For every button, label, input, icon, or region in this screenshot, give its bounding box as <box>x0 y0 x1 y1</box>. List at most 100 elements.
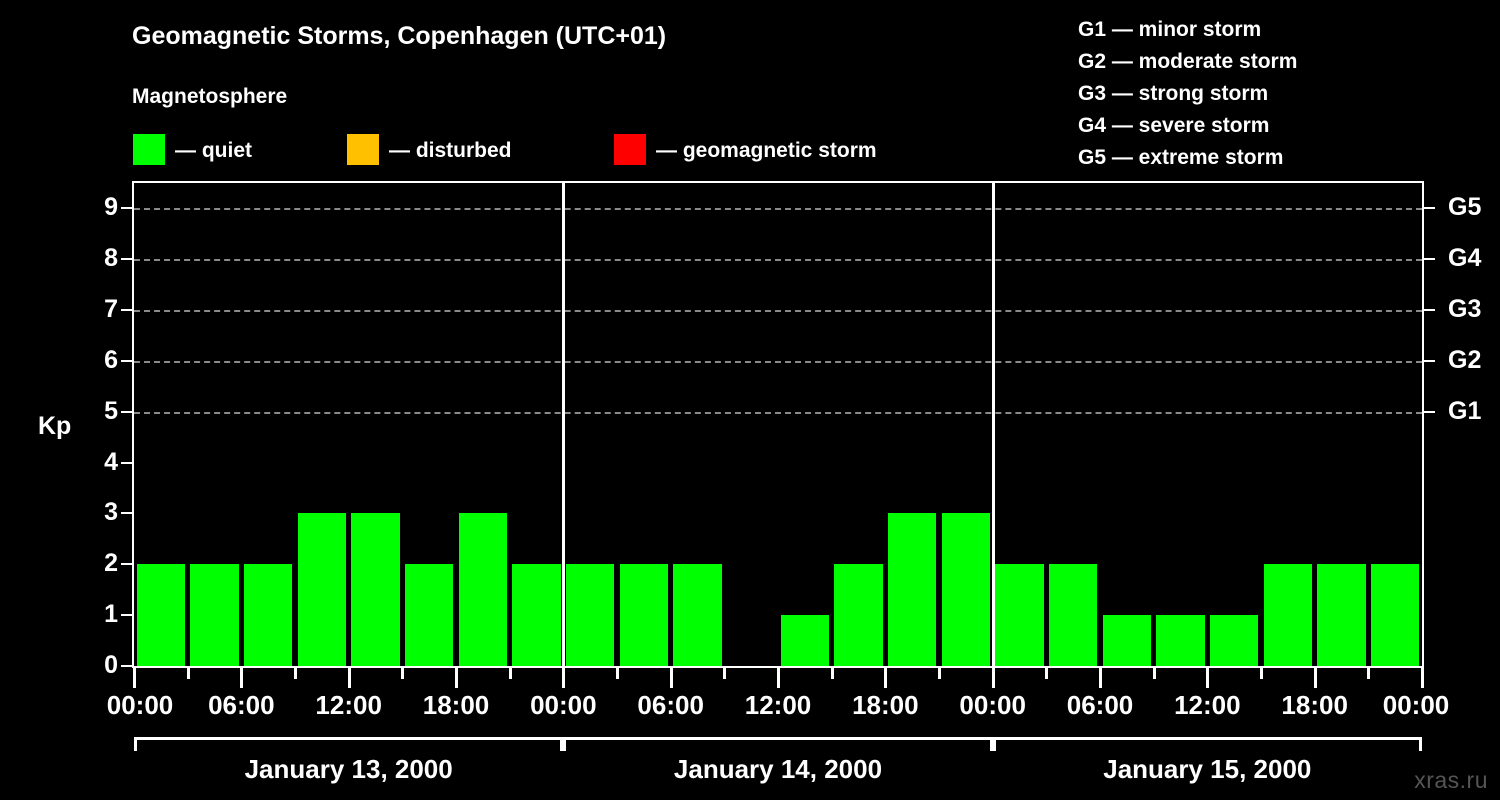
plot-frame <box>132 181 1424 668</box>
g-tick-mark-g3 <box>1424 309 1435 312</box>
x-tick-label-8: 00:00 <box>959 690 1026 720</box>
x-tick-mark-30h <box>669 668 673 688</box>
bar[interactable] <box>673 564 722 666</box>
bar[interactable] <box>1370 564 1420 666</box>
x-tick-mark-6h <box>240 668 244 688</box>
legend-swatch-disturbed <box>347 133 379 165</box>
day-bracket <box>563 737 993 751</box>
legend-label-geomagnetic-storm: — geomagnetic storm <box>656 138 877 162</box>
x-tick-label-7: 18:00 <box>852 690 919 720</box>
g-tick-mark-g2 <box>1424 359 1435 362</box>
y-tick-label-5: 5 <box>104 396 118 425</box>
y-tick-mark-4 <box>121 461 132 464</box>
legend-entry-quiet: — quiet <box>133 133 252 165</box>
x-tick-mark-54h <box>1099 668 1102 688</box>
x-tick-mark-72h <box>1421 668 1424 688</box>
x-tick-label-0: 00:00 <box>106 690 174 720</box>
gridline-kp-7 <box>134 310 1422 313</box>
x-tick-label-6: 12:00 <box>744 690 812 720</box>
x-tick-label-2: 12:00 <box>315 690 382 720</box>
g-tick-mark-g5 <box>1424 207 1435 210</box>
gridline-kp-5 <box>134 411 1422 414</box>
x-tick-mark-63h <box>1260 668 1263 679</box>
bar[interactable] <box>1048 564 1098 666</box>
bar[interactable] <box>190 564 239 666</box>
x-tick-mark-36h <box>777 668 780 688</box>
gscale-legend-g3: G3 — strong storm <box>1078 82 1269 105</box>
gscale-legend-g2: G2 — moderate storm <box>1078 50 1298 73</box>
legend-swatch-geomagnetic-storm <box>614 133 646 165</box>
bar[interactable] <box>1317 564 1366 666</box>
g-tick-label-g3: G3 <box>1448 295 1482 324</box>
x-tick-label-11: 18:00 <box>1281 690 1348 720</box>
bar[interactable] <box>243 564 293 666</box>
x-tick-label-1: 06:00 <box>208 690 275 720</box>
bar[interactable] <box>1156 615 1205 666</box>
day-bracket <box>134 737 564 751</box>
x-tick-mark-33h <box>723 668 727 679</box>
y-tick-label-1: 1 <box>104 600 118 629</box>
x-tick-mark-21h <box>508 668 512 679</box>
x-tick-mark-12h <box>347 668 351 688</box>
x-tick-label-4: 00:00 <box>530 690 597 720</box>
bar[interactable] <box>458 513 508 666</box>
legend-entry-geomagnetic-storm: — geomagnetic storm <box>614 133 877 165</box>
x-tick-mark-0h <box>133 668 136 688</box>
legend-entry-disturbed: — disturbed <box>347 133 512 165</box>
gridline-kp-9 <box>134 208 1422 211</box>
gscale-legend-g5: G5 — extreme storm <box>1078 146 1284 169</box>
day-label: January 14, 2000 <box>673 754 883 784</box>
gridline-kp-8 <box>134 259 1422 262</box>
x-tick-mark-3h <box>186 668 190 679</box>
bar[interactable] <box>565 564 615 666</box>
g-tick-label-g5: G5 <box>1448 193 1482 222</box>
y-tick-mark-2 <box>121 563 132 566</box>
g-tick-mark-g4 <box>1424 258 1435 261</box>
x-tick-mark-69h <box>1367 668 1371 679</box>
y-tick-label-3: 3 <box>104 498 118 527</box>
g-tick-label-g1: G1 <box>1448 396 1482 425</box>
y-tick-mark-8 <box>121 258 132 261</box>
bar[interactable] <box>887 513 937 666</box>
x-tick-label-10: 12:00 <box>1174 690 1241 720</box>
x-tick-mark-60h <box>1206 668 1210 688</box>
bar[interactable] <box>512 564 561 666</box>
bar[interactable] <box>780 615 830 666</box>
bar[interactable] <box>834 564 883 666</box>
bar[interactable] <box>1263 564 1313 666</box>
x-tick-mark-18h <box>455 668 458 688</box>
bar[interactable] <box>297 513 347 666</box>
y-tick-label-9: 9 <box>104 193 118 222</box>
bar[interactable] <box>404 564 454 666</box>
g-tick-mark-g1 <box>1424 410 1435 413</box>
y-tick-label-0: 0 <box>104 651 118 679</box>
legend-swatch-quiet <box>133 133 165 165</box>
day-label: January 15, 2000 <box>1103 754 1312 784</box>
x-tick-mark-39h <box>830 668 834 679</box>
x-tick-mark-66h <box>1313 668 1317 688</box>
bar[interactable] <box>1209 615 1259 666</box>
x-tick-mark-57h <box>1152 668 1156 679</box>
y-tick-label-6: 6 <box>104 345 118 374</box>
x-tick-mark-48h <box>991 668 995 688</box>
y-axis-title: Kp <box>38 412 72 440</box>
gscale-legend-g1: G1 — minor storm <box>1078 18 1262 41</box>
bar[interactable] <box>1102 615 1152 666</box>
x-tick-label-12: 00:00 <box>1382 690 1450 720</box>
bar[interactable] <box>619 564 669 666</box>
bar[interactable] <box>351 513 400 666</box>
x-tick-mark-15h <box>401 668 405 679</box>
bar[interactable] <box>941 513 991 666</box>
day-divider <box>562 183 566 666</box>
bar[interactable] <box>995 564 1044 666</box>
x-tick-mark-51h <box>1045 668 1049 679</box>
bar[interactable] <box>136 564 186 666</box>
x-tick-mark-9h <box>294 668 297 679</box>
day-bracket <box>992 737 1422 751</box>
section-label: Magnetosphere <box>132 85 288 108</box>
gscale-legend: G1 — minor storm G2 — moderate storm G3 — … <box>1078 14 1297 174</box>
y-tick-label-2: 2 <box>104 549 118 578</box>
y-tick-mark-3 <box>121 512 132 515</box>
x-tick-label-3: 18:00 <box>422 690 490 720</box>
